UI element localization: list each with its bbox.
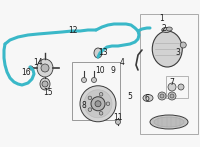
Text: 13: 13 <box>98 47 108 56</box>
Circle shape <box>178 84 184 90</box>
Circle shape <box>168 83 176 91</box>
Text: 12: 12 <box>68 25 78 35</box>
Ellipse shape <box>143 95 153 101</box>
Circle shape <box>88 96 92 100</box>
Circle shape <box>29 66 33 70</box>
Ellipse shape <box>40 78 50 90</box>
Text: 11: 11 <box>113 113 123 122</box>
Circle shape <box>91 97 105 111</box>
Circle shape <box>95 101 101 107</box>
Ellipse shape <box>154 117 184 127</box>
Circle shape <box>92 77 97 82</box>
Text: 16: 16 <box>21 67 31 76</box>
Text: 2: 2 <box>162 24 166 32</box>
Circle shape <box>160 94 164 98</box>
Circle shape <box>116 120 120 125</box>
Circle shape <box>42 81 48 87</box>
Circle shape <box>41 64 49 72</box>
Text: 3: 3 <box>176 47 180 56</box>
Circle shape <box>82 77 87 82</box>
Ellipse shape <box>152 31 182 67</box>
Circle shape <box>180 42 186 48</box>
Ellipse shape <box>150 115 188 129</box>
Circle shape <box>99 92 103 96</box>
Circle shape <box>99 111 103 115</box>
Circle shape <box>158 92 166 100</box>
Ellipse shape <box>166 27 172 31</box>
Text: 4: 4 <box>120 57 124 66</box>
Ellipse shape <box>162 27 171 32</box>
Circle shape <box>84 90 112 118</box>
Circle shape <box>80 86 116 122</box>
Text: 15: 15 <box>43 87 53 96</box>
Ellipse shape <box>37 59 53 77</box>
Ellipse shape <box>94 48 102 58</box>
Text: 5: 5 <box>128 91 132 101</box>
Circle shape <box>168 92 176 100</box>
Text: 6: 6 <box>145 93 149 102</box>
Bar <box>166 76 188 98</box>
Text: 14: 14 <box>33 57 43 66</box>
Circle shape <box>170 94 174 98</box>
Text: 7: 7 <box>170 77 174 86</box>
Circle shape <box>88 108 92 111</box>
Bar <box>140 14 198 134</box>
Bar <box>72 62 120 120</box>
Text: 8: 8 <box>82 101 86 110</box>
Circle shape <box>106 102 110 106</box>
Text: 9: 9 <box>111 66 115 75</box>
Text: 1: 1 <box>160 14 164 22</box>
Text: 10: 10 <box>95 66 105 75</box>
